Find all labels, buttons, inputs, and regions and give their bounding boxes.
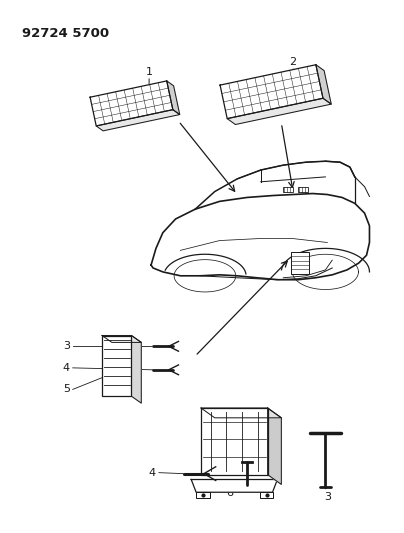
Bar xyxy=(260,492,274,498)
Text: 92724 5700: 92724 5700 xyxy=(22,27,109,40)
Bar xyxy=(196,492,210,498)
Polygon shape xyxy=(267,408,281,484)
Text: 4: 4 xyxy=(63,363,70,373)
Polygon shape xyxy=(220,64,323,119)
Bar xyxy=(291,252,309,274)
Text: 6: 6 xyxy=(226,488,233,498)
Text: 1: 1 xyxy=(145,67,153,77)
Bar xyxy=(201,408,267,474)
Polygon shape xyxy=(167,81,180,115)
Text: 4: 4 xyxy=(149,467,156,478)
Polygon shape xyxy=(227,98,331,125)
Text: 2: 2 xyxy=(290,58,297,67)
Text: 5: 5 xyxy=(63,384,70,394)
Polygon shape xyxy=(131,336,141,403)
Polygon shape xyxy=(201,408,281,418)
Text: 3: 3 xyxy=(324,492,331,502)
Polygon shape xyxy=(90,81,173,126)
Polygon shape xyxy=(96,110,180,131)
Bar xyxy=(102,336,131,396)
Polygon shape xyxy=(316,64,331,104)
Text: 3: 3 xyxy=(63,341,70,351)
Polygon shape xyxy=(191,480,278,492)
Polygon shape xyxy=(102,336,141,342)
Bar xyxy=(283,187,293,191)
Bar xyxy=(298,187,308,191)
